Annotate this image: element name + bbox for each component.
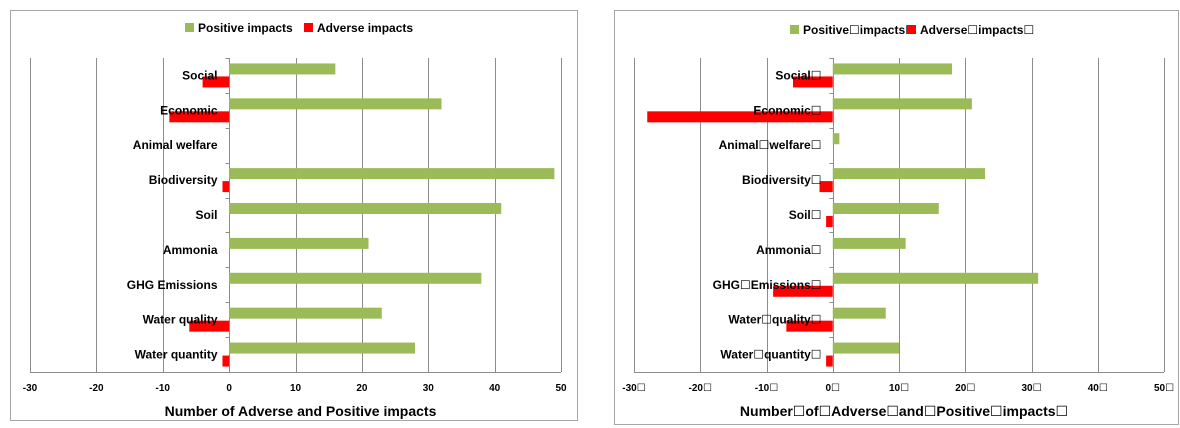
adverse-bar-2 — [169, 111, 230, 123]
legend-swatch — [790, 25, 799, 34]
category-label: Ammonia — [163, 243, 218, 257]
x-tick-label: -10 — [156, 383, 171, 394]
category-label: Water☐quality☐ — [728, 313, 821, 327]
x-tick-label: 0 — [226, 383, 232, 394]
positive-bar-2 — [832, 98, 972, 110]
x-tick-label: 30☐ — [1021, 383, 1041, 394]
x-tick-label: -20 — [89, 383, 104, 394]
category-label: Water☐quantity☐ — [720, 348, 821, 362]
category-label: GHG Emissions — [127, 278, 218, 292]
category-label: Soil — [195, 208, 217, 222]
x-tick-label: 20☐ — [955, 383, 975, 394]
positive-bar-4 — [832, 168, 986, 180]
category-label: Animal☐welfare☐ — [719, 138, 822, 152]
x-axis-title: Number☐of☐Adverse☐and☐Positive☐impacts☐ — [740, 403, 1068, 419]
category-label: Biodiversity — [149, 173, 218, 187]
category-label: GHG☐Emissions☐ — [713, 278, 822, 292]
x-tick-label: -10☐ — [755, 383, 778, 394]
category-label: Water quantity — [135, 348, 218, 362]
x-tick-label: 40☐ — [1088, 383, 1108, 394]
positive-bar-8 — [229, 307, 382, 319]
category-label: Water quality — [143, 313, 218, 327]
legend-swatch — [304, 23, 313, 32]
adverse-bar-8 — [189, 320, 230, 332]
positive-bar-2 — [229, 98, 442, 110]
positive-bar-6 — [832, 237, 906, 249]
adverse-bar-7 — [773, 285, 833, 297]
adverse-bar-1 — [793, 76, 833, 88]
x-tick-label: 40 — [489, 383, 501, 394]
adverse-bar-4 — [222, 181, 230, 193]
category-label: Ammonia☐ — [756, 243, 821, 257]
category-label: Animal welfare — [133, 138, 218, 152]
x-axis-title: Number of Adverse and Positive impacts — [165, 403, 437, 419]
adverse-bar-8 — [786, 320, 833, 332]
x-tick-label: 0☐ — [825, 383, 840, 394]
category-label: Social — [182, 68, 217, 82]
category-label: Biodiversity☐ — [742, 173, 821, 187]
x-tick-label: -30 — [23, 383, 38, 394]
chart-right-svg: Social☐ Economic☐ Animal☐welfare☐ Biodivers… — [614, 10, 1179, 425]
chart-left: Social Economic Animal welfare Biodiversity… — [0, 0, 580, 428]
legend-label: Adverse impacts — [317, 21, 413, 35]
x-tick-label: -30☐ — [622, 383, 645, 394]
x-tick-label: 20 — [356, 383, 368, 394]
x-tick-label: 10 — [290, 383, 302, 394]
positive-bar-9 — [832, 342, 899, 354]
legend-label: Positive☐impacts☐ — [803, 23, 916, 37]
adverse-bar-5 — [826, 216, 833, 227]
positive-bar-9 — [229, 342, 415, 354]
positive-bar-8 — [832, 307, 886, 319]
legend-label: Adverse☐impacts☐ — [920, 23, 1034, 37]
positive-bar-4 — [229, 168, 555, 180]
positive-bar-1 — [229, 63, 336, 75]
positive-bar-7 — [229, 272, 482, 284]
category-label: Economic☐ — [753, 103, 821, 117]
legend-swatch — [907, 25, 916, 34]
x-tick-label: 10☐ — [889, 383, 909, 394]
adverse-bar-4 — [819, 181, 833, 193]
positive-bar-5 — [229, 203, 502, 214]
category-label: Social☐ — [775, 68, 821, 82]
positive-bar-3 — [832, 133, 840, 145]
chart-left-svg: Social Economic Animal welfare Biodiversity… — [10, 10, 578, 421]
adverse-bar-1 — [202, 76, 230, 88]
chart-right: Social☐ Economic☐ Animal☐welfare☐ Biodivers… — [602, 0, 1180, 428]
legend-swatch — [185, 23, 194, 32]
category-label: Economic — [160, 103, 218, 117]
positive-bar-5 — [832, 203, 939, 214]
chart-frame — [614, 10, 1179, 425]
adverse-bar-9 — [826, 355, 833, 367]
x-tick-label: 50☐ — [1154, 383, 1174, 394]
positive-bar-7 — [832, 272, 1039, 284]
adverse-bar-9 — [222, 355, 230, 367]
positive-bar-6 — [229, 237, 369, 249]
category-label: Soil☐ — [789, 208, 822, 222]
adverse-bar-overflow — [647, 111, 833, 123]
x-tick-label: -20☐ — [689, 383, 712, 394]
x-tick-label: 30 — [423, 383, 435, 394]
legend-label: Positive impacts — [198, 21, 293, 35]
x-tick-label: 50 — [555, 383, 567, 394]
positive-bar-1 — [832, 63, 952, 75]
